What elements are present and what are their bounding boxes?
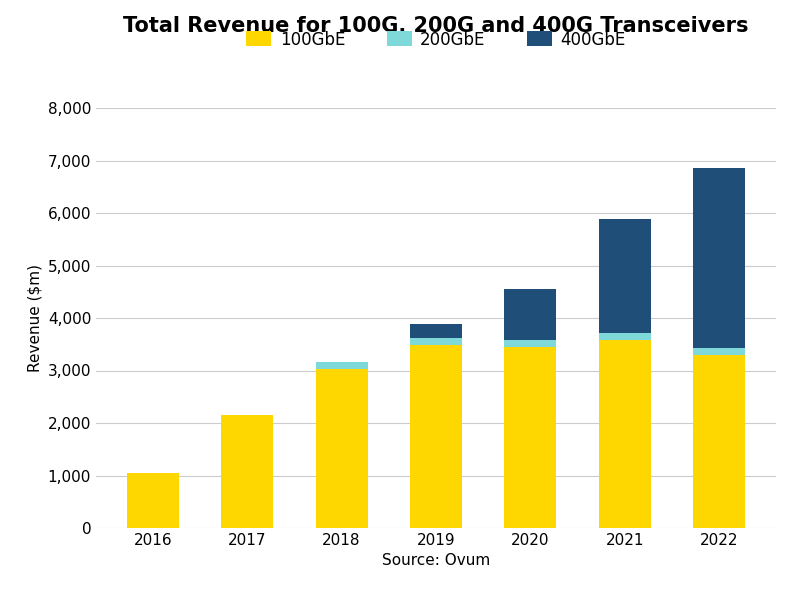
Bar xyxy=(693,348,745,355)
Bar xyxy=(599,340,650,528)
Bar xyxy=(505,289,556,340)
Bar xyxy=(316,362,367,369)
Bar xyxy=(410,338,462,346)
Bar xyxy=(316,369,367,528)
Bar xyxy=(505,340,556,347)
Bar xyxy=(127,473,179,528)
Bar xyxy=(599,220,650,333)
Bar xyxy=(222,415,273,528)
Bar xyxy=(693,168,745,348)
Bar xyxy=(410,324,462,338)
Title: Total Revenue for 100G, 200G and 400G Transceivers: Total Revenue for 100G, 200G and 400G Tr… xyxy=(123,16,749,35)
Y-axis label: Revenue ($m): Revenue ($m) xyxy=(27,264,42,372)
X-axis label: Source: Ovum: Source: Ovum xyxy=(382,553,490,568)
Legend: 100GbE, 200GbE, 400GbE: 100GbE, 200GbE, 400GbE xyxy=(240,24,632,55)
Bar xyxy=(410,346,462,528)
Bar xyxy=(505,347,556,528)
Bar xyxy=(599,333,650,340)
Bar xyxy=(693,355,745,528)
